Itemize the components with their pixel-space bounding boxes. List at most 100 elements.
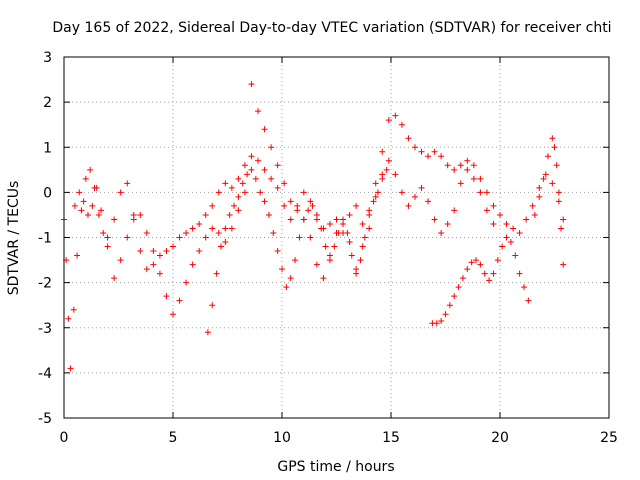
data-point [150, 248, 157, 255]
data-point [176, 234, 183, 241]
data-point [457, 180, 464, 187]
data-point [261, 198, 268, 205]
data-point [344, 229, 351, 236]
y-tick-label: -4 [38, 366, 52, 382]
data-point [93, 184, 100, 191]
data-point [274, 184, 281, 191]
data-point [117, 257, 124, 264]
data-point [444, 162, 451, 169]
data-point [163, 248, 170, 255]
data-point [98, 207, 105, 214]
axis-ticks: 0 5 10 15 20 25 -5 -4 -3 -2 -1 0 1 2 3 [38, 50, 618, 446]
data-point [494, 257, 501, 264]
data-point [549, 180, 556, 187]
data-point [294, 202, 301, 209]
data-point [222, 225, 229, 232]
data-point [111, 275, 118, 282]
data-point [385, 157, 392, 164]
data-point [287, 275, 294, 282]
data-point [143, 266, 150, 273]
data-point [196, 248, 203, 255]
data-point [346, 239, 353, 246]
data-point [292, 257, 299, 264]
data-point [464, 166, 471, 173]
data-point [483, 189, 490, 196]
data-point [252, 175, 259, 182]
data-point [281, 180, 288, 187]
data-point [477, 189, 484, 196]
y-tick-label: -1 [38, 231, 52, 247]
x-tick-label: 0 [60, 430, 69, 446]
data-point [490, 202, 497, 209]
data-point [76, 189, 83, 196]
data-point [231, 202, 238, 209]
chart-title: Day 165 of 2022, Sidereal Day-to-day VTE… [52, 20, 611, 36]
data-point [477, 261, 484, 268]
data-point [473, 257, 480, 264]
data-point [320, 275, 327, 282]
data-point [418, 148, 425, 155]
data-point [222, 239, 229, 246]
data-point [70, 306, 77, 313]
data-point [117, 189, 124, 196]
data-point [222, 180, 229, 187]
series-track-e [531, 135, 567, 268]
data-point [80, 198, 87, 205]
data-point [217, 243, 224, 250]
data-point [235, 207, 242, 214]
y-tick-label: -2 [38, 276, 52, 292]
y-tick-label: 1 [43, 140, 52, 156]
data-point [248, 153, 255, 160]
data-point [268, 175, 275, 182]
series-track-c [204, 166, 390, 336]
data-point [255, 157, 262, 164]
data-point [65, 315, 72, 322]
data-point [322, 243, 329, 250]
data-point [366, 225, 373, 232]
data-point [239, 180, 246, 187]
data-point [318, 225, 325, 232]
data-point [265, 211, 272, 218]
data-point [163, 293, 170, 300]
data-point [523, 216, 530, 223]
data-point [357, 257, 364, 264]
y-tick-label: 3 [43, 50, 52, 66]
data-point [274, 162, 281, 169]
data-point [490, 220, 497, 227]
data-point [560, 216, 567, 223]
data-point [235, 193, 242, 200]
data-point [335, 229, 342, 236]
data-point [359, 220, 366, 227]
data-point [405, 202, 412, 209]
data-point [553, 162, 560, 169]
data-point [558, 225, 565, 232]
data-point [398, 189, 405, 196]
data-point [499, 243, 506, 250]
data-point [170, 311, 176, 318]
data-point [202, 211, 209, 218]
data-point [209, 202, 216, 209]
series-track-a [61, 112, 567, 372]
data-point [296, 234, 303, 241]
data-point [379, 175, 386, 182]
data-point [477, 175, 484, 182]
data-point [353, 202, 360, 209]
data-point [490, 270, 497, 277]
data-point [313, 211, 320, 218]
data-point [370, 198, 377, 205]
data-point [241, 162, 248, 169]
data-point [333, 216, 340, 223]
data-point [248, 166, 255, 173]
data-point [137, 248, 144, 255]
data-point [215, 189, 222, 196]
data-point [87, 166, 94, 173]
data-point [156, 270, 163, 277]
data-point [313, 261, 320, 268]
data-point [542, 171, 549, 178]
y-axis-label: SDTVAR / TECUs [6, 181, 22, 296]
data-point [261, 166, 268, 173]
data-point [104, 234, 111, 241]
data-point [78, 207, 85, 214]
data-point [418, 184, 425, 191]
data-point [425, 153, 432, 160]
